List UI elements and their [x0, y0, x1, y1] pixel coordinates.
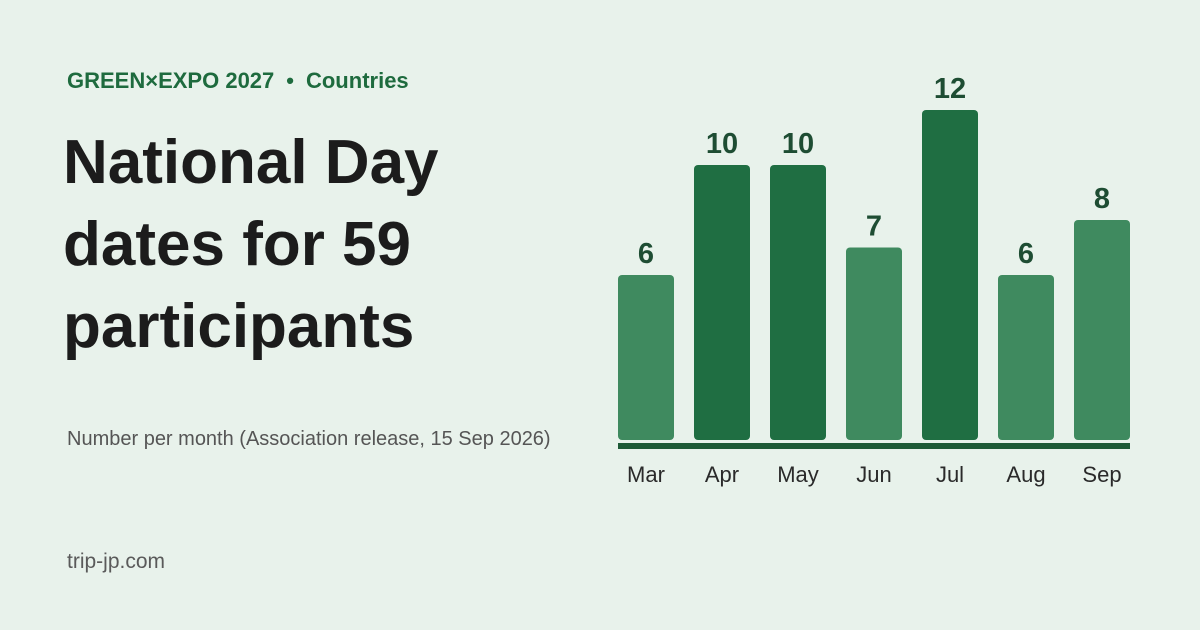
data-label-jul: 12 [934, 73, 966, 105]
kicker-separator: • [286, 68, 294, 93]
bar-aug [998, 275, 1054, 440]
chart-baseline [618, 443, 1130, 449]
x-tick-jul: Jul [936, 462, 964, 487]
page-title: National Day dates for 59 participants [63, 128, 439, 361]
bar-mar [618, 275, 674, 440]
source-credit: trip-jp.com [67, 550, 166, 573]
data-label-may: 10 [782, 128, 814, 160]
data-label-sep: 8 [1094, 183, 1110, 215]
x-tick-jun: Jun [856, 462, 891, 487]
x-tick-mar: Mar [627, 462, 665, 487]
bar-apr [694, 165, 750, 440]
bar-jun [846, 247, 902, 440]
data-label-jun: 7 [866, 211, 882, 243]
data-label-mar: 6 [638, 238, 654, 270]
bar-may [770, 165, 826, 440]
data-label-apr: 10 [706, 128, 738, 160]
x-tick-may: May [777, 462, 819, 487]
x-tick-apr: Apr [705, 462, 739, 487]
data-label-aug: 6 [1018, 238, 1034, 270]
chart-subtitle: Number per month (Association release, 1… [67, 428, 551, 450]
section-label: Countries [305, 68, 409, 93]
x-tick-aug: Aug [1006, 462, 1045, 487]
bar-sep [1074, 220, 1130, 440]
bar-jul [922, 110, 978, 440]
x-tick-sep: Sep [1082, 462, 1121, 487]
brand-label: GREEN×EXPO 2027 [67, 68, 275, 93]
kicker: GREEN×EXPO 2027 • Countries [67, 68, 409, 94]
